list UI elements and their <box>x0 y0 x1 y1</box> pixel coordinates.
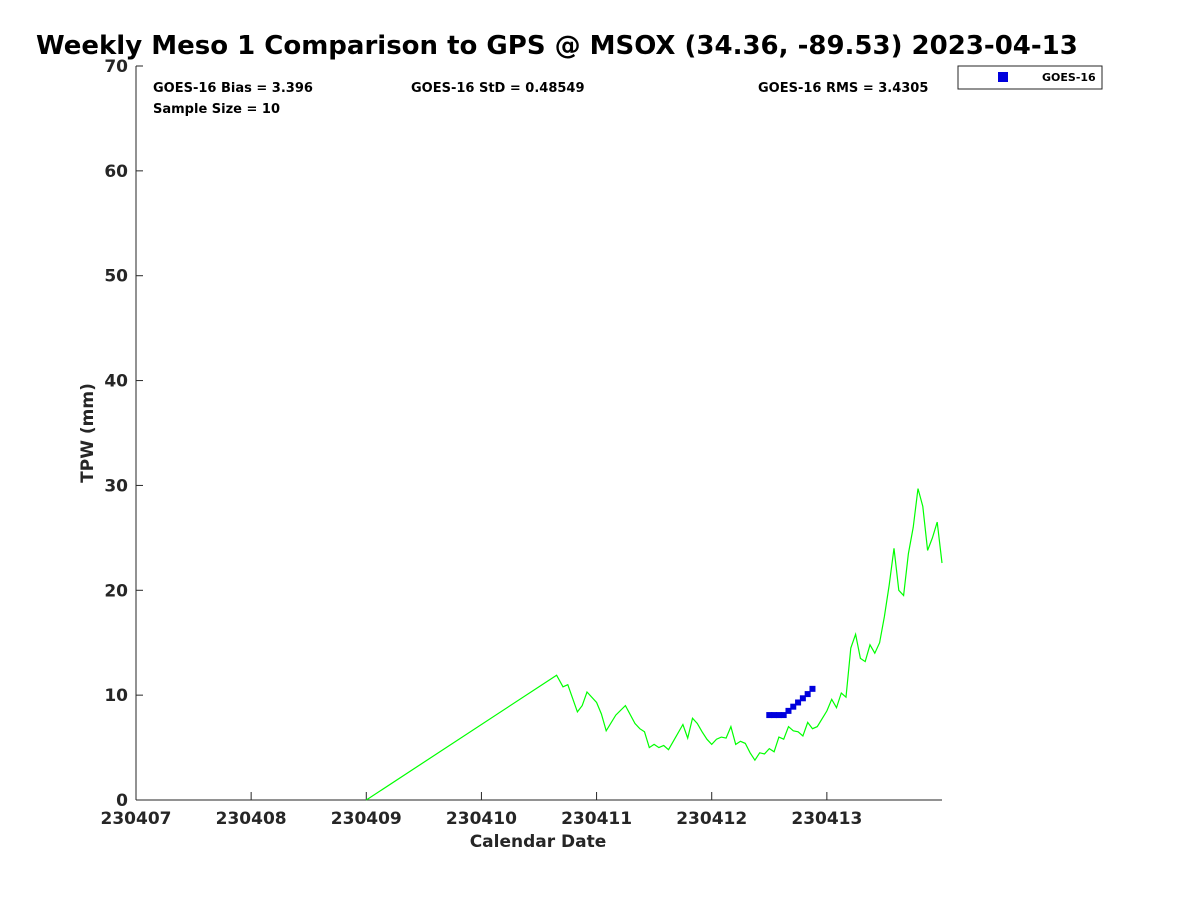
chart-title: Weekly Meso 1 Comparison to GPS @ MSOX (… <box>36 31 1078 61</box>
y-tick-label: 10 <box>104 686 128 706</box>
goes16-point <box>785 707 792 714</box>
goes16-point <box>790 703 797 710</box>
stat-rms: GOES-16 RMS = 3.4305 <box>758 81 928 96</box>
y-tick-label: 20 <box>104 581 128 601</box>
legend-marker-goes16 <box>998 72 1008 82</box>
x-tick-label: 230411 <box>561 809 632 829</box>
goes16-point <box>780 712 787 719</box>
legend-box <box>957 65 1103 90</box>
y-axis-label: TPW (mm) <box>78 383 98 483</box>
stat-bias: GOES-16 Bias = 3.396 <box>153 81 313 96</box>
x-tick-label: 230408 <box>216 809 287 829</box>
plot-area <box>136 66 942 800</box>
y-tick-label: 0 <box>116 791 128 811</box>
y-tick-label: 60 <box>104 162 128 182</box>
x-tick-label: 230407 <box>101 809 172 829</box>
goes16-point <box>795 699 802 706</box>
legend: GOES-16 <box>957 65 1103 90</box>
goes16-point <box>775 712 782 719</box>
x-tick-label: 230409 <box>331 809 402 829</box>
goes16-point <box>799 695 806 702</box>
stat-std: GOES-16 StD = 0.48549 <box>411 81 585 96</box>
x-axis-label: Calendar Date <box>470 832 607 852</box>
x-tick-label: 230413 <box>791 809 862 829</box>
legend-label-goes16: GOES-16 <box>1042 71 1096 84</box>
x-ticks: 230407 230408 230409 230410 230411 230412 2304… <box>101 792 862 829</box>
y-tick-label: 70 <box>104 57 128 77</box>
y-ticks: 0 10 20 30 40 50 60 70 <box>104 57 143 811</box>
goes16-point <box>804 691 811 698</box>
y-tick-label: 30 <box>104 476 128 496</box>
gps-tpw-line <box>365 488 943 801</box>
goes16-point <box>766 712 773 719</box>
x-tick-label: 230410 <box>446 809 517 829</box>
x-tick-label: 230412 <box>676 809 747 829</box>
y-tick-label: 50 <box>104 267 128 287</box>
goes16-point <box>809 685 816 692</box>
series-layer <box>365 488 943 801</box>
goes16-point <box>771 712 778 719</box>
stat-sample-size: Sample Size = 10 <box>153 102 280 117</box>
y-tick-label: 40 <box>104 372 128 392</box>
